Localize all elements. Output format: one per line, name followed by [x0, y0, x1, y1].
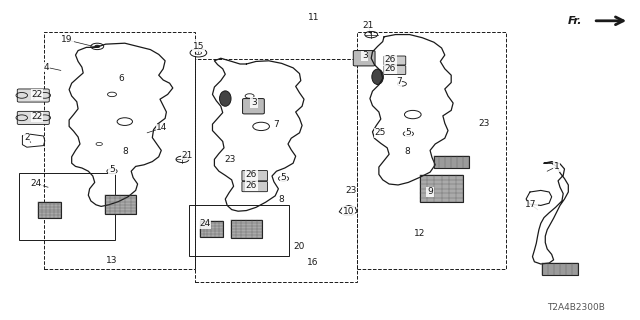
Text: 8: 8 — [279, 196, 284, 204]
Bar — [434, 156, 469, 168]
Text: 4: 4 — [44, 63, 49, 72]
FancyBboxPatch shape — [242, 181, 268, 192]
Text: 7: 7 — [396, 77, 401, 86]
FancyBboxPatch shape — [384, 56, 406, 65]
Bar — [19, 173, 115, 240]
Text: 26: 26 — [385, 64, 396, 73]
Text: 10: 10 — [343, 207, 355, 216]
Text: 26: 26 — [246, 181, 257, 190]
Text: 21: 21 — [182, 151, 193, 160]
Text: 6: 6 — [119, 74, 124, 83]
Text: 1: 1 — [554, 162, 559, 171]
Text: 5: 5 — [281, 173, 286, 182]
Bar — [105, 195, 136, 214]
Bar — [200, 221, 223, 237]
Text: 17: 17 — [525, 200, 537, 209]
Bar — [44, 32, 195, 269]
Text: T2A4B2300B: T2A4B2300B — [547, 303, 605, 312]
Text: 22: 22 — [31, 90, 43, 99]
Text: 24: 24 — [31, 180, 42, 188]
Text: 13: 13 — [106, 256, 118, 265]
Text: 11: 11 — [308, 13, 319, 22]
Bar — [38, 202, 61, 218]
Text: 16: 16 — [307, 258, 318, 267]
Text: 3: 3 — [252, 98, 257, 107]
Text: 8: 8 — [405, 148, 410, 156]
FancyBboxPatch shape — [242, 171, 268, 181]
FancyBboxPatch shape — [17, 89, 49, 102]
Text: 24: 24 — [199, 220, 211, 228]
Text: Fr.: Fr. — [568, 16, 582, 26]
Text: 2: 2 — [24, 133, 29, 142]
Text: 5: 5 — [109, 165, 115, 174]
Bar — [195, 59, 357, 282]
Bar — [357, 32, 506, 269]
Text: 12: 12 — [413, 229, 425, 238]
Text: 26: 26 — [385, 55, 396, 64]
Text: 5: 5 — [406, 128, 411, 137]
Bar — [420, 175, 463, 202]
Text: 19: 19 — [61, 36, 73, 44]
Text: 15: 15 — [193, 42, 204, 51]
Text: 8: 8 — [122, 148, 127, 156]
FancyBboxPatch shape — [243, 99, 264, 114]
Bar — [231, 220, 262, 237]
Circle shape — [95, 45, 100, 48]
Text: 26: 26 — [246, 170, 257, 179]
FancyBboxPatch shape — [17, 111, 49, 124]
Text: 21: 21 — [362, 21, 374, 30]
Text: 3: 3 — [362, 52, 367, 60]
Ellipse shape — [220, 91, 231, 106]
Text: 9: 9 — [428, 188, 433, 196]
Text: 23: 23 — [478, 119, 490, 128]
Text: 14: 14 — [156, 124, 168, 132]
Text: 23: 23 — [345, 186, 356, 195]
Text: 20: 20 — [294, 242, 305, 251]
FancyBboxPatch shape — [384, 66, 406, 75]
Text: 25: 25 — [374, 128, 386, 137]
Bar — [543, 263, 578, 275]
FancyBboxPatch shape — [353, 51, 375, 66]
Text: 23: 23 — [225, 156, 236, 164]
Bar — [189, 205, 289, 256]
Text: 7: 7 — [274, 120, 279, 129]
Text: 22: 22 — [31, 112, 43, 121]
Ellipse shape — [372, 69, 383, 84]
